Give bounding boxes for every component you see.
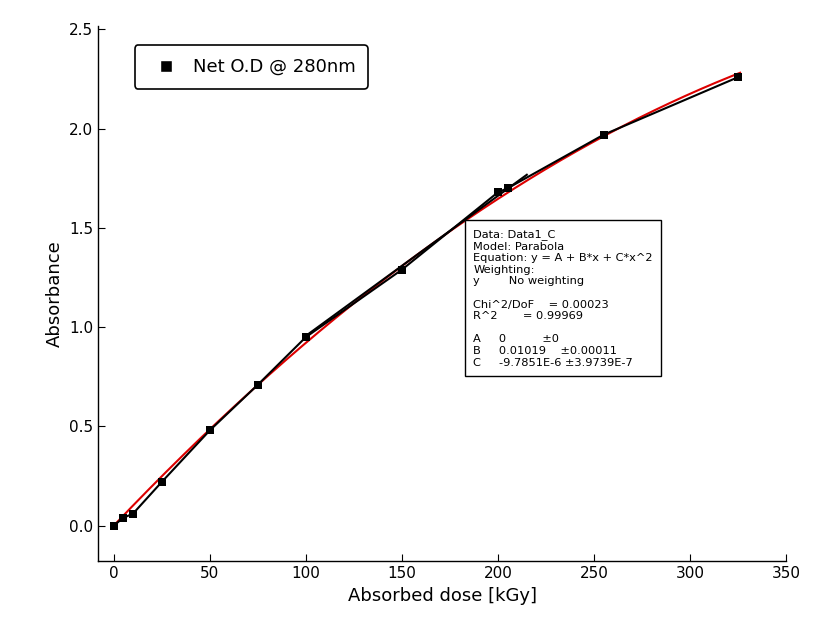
Point	[126, 508, 139, 519]
Text: Data: Data1_C
Model: Parabola
Equation: y = A + B*x + C*x^2
Weighting:
y        : Data: Data1_C Model: Parabola Equation: …	[473, 229, 653, 367]
Point	[155, 477, 168, 487]
Legend: Net O.D @ 280nm: Net O.D @ 280nm	[135, 45, 368, 89]
Point	[597, 130, 610, 140]
Y-axis label: Absorbance: Absorbance	[46, 240, 64, 347]
Point	[299, 332, 312, 342]
Point	[731, 72, 744, 82]
Point	[396, 265, 409, 275]
Point	[203, 426, 216, 436]
Point	[501, 183, 514, 193]
X-axis label: Absorbed dose [kGy]: Absorbed dose [kGy]	[348, 587, 536, 605]
Point	[491, 187, 505, 197]
Point	[117, 513, 130, 523]
Point	[107, 521, 120, 531]
Point	[251, 380, 265, 390]
